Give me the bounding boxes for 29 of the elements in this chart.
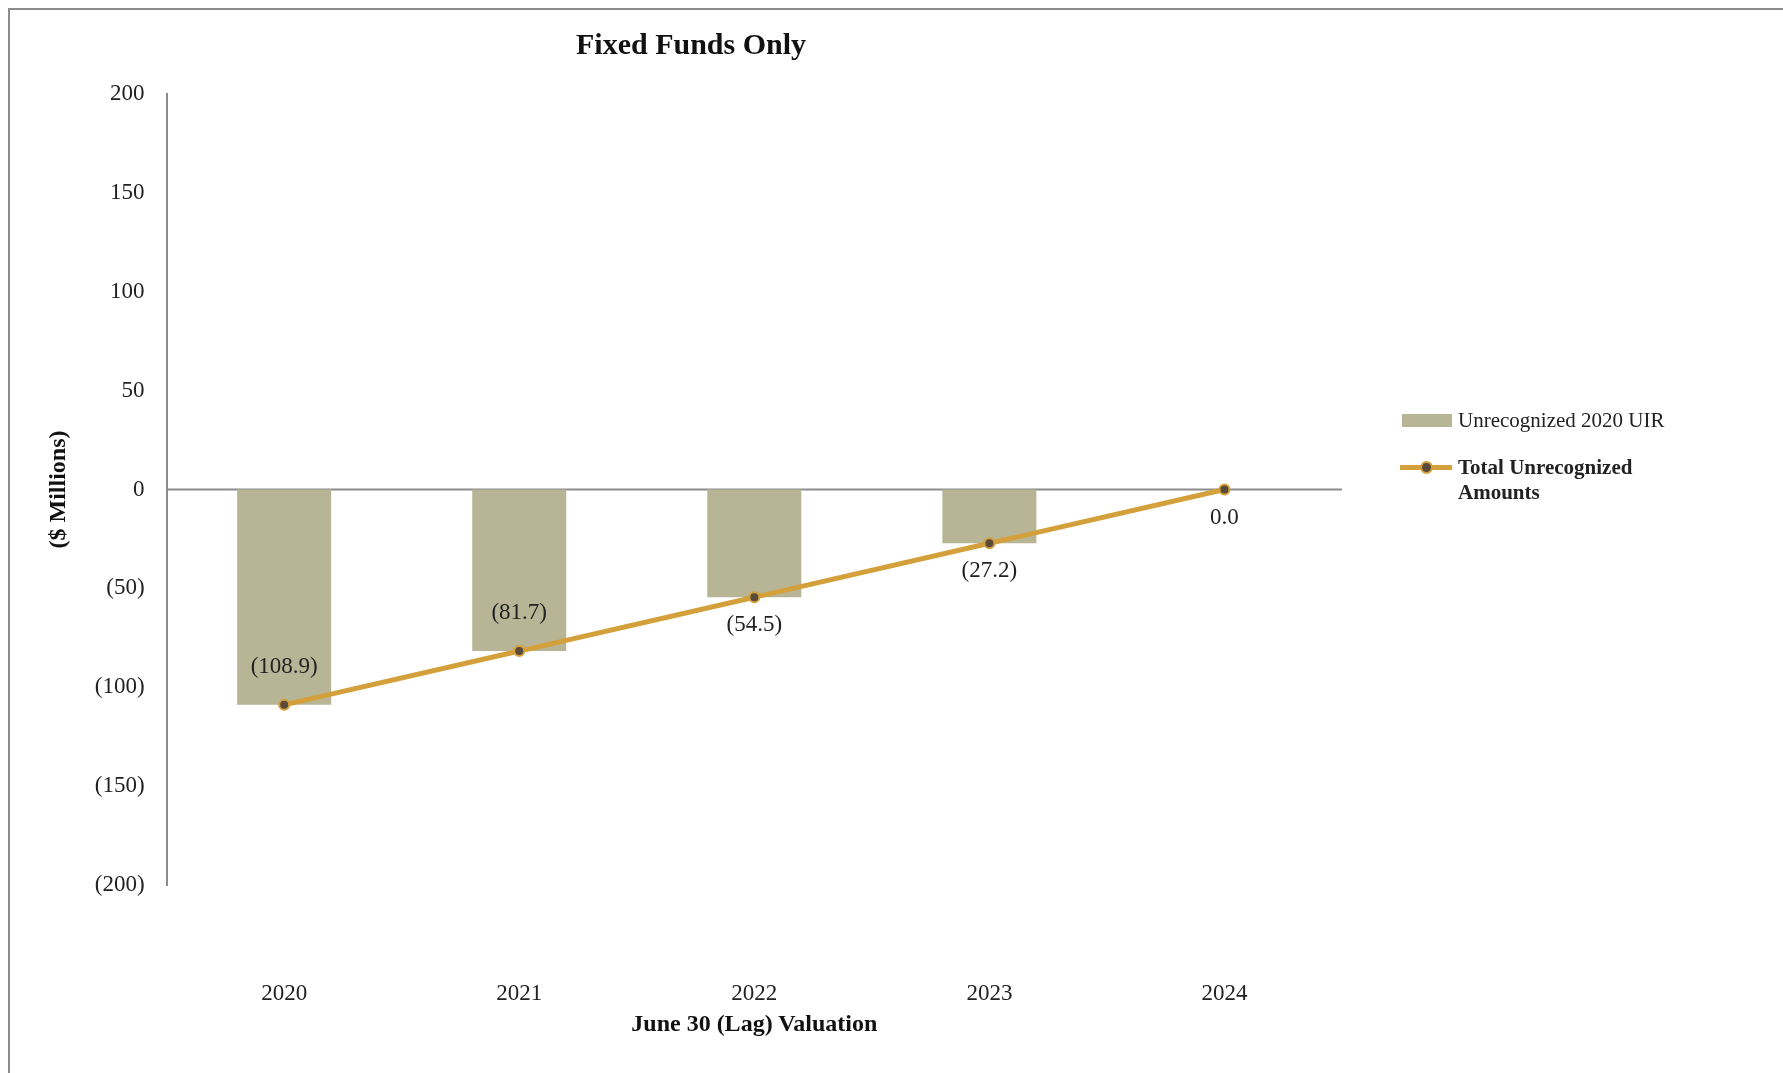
data-label: (54.5): [726, 611, 783, 637]
data-label: (81.7): [491, 599, 548, 625]
x-tick-label: 2024: [1201, 979, 1248, 1005]
x-tick-label: 2021: [496, 979, 543, 1005]
point: [983, 537, 996, 550]
point: [513, 645, 526, 658]
legend-label: Unrecognized 2020 UIR: [1458, 408, 1665, 433]
y-axis-title: ($ Millions): [43, 430, 70, 549]
y-tick-label: (100): [94, 673, 145, 699]
y-tick-label: 150: [110, 178, 145, 204]
data-label: 0.0: [1210, 503, 1239, 529]
y-tick-label: 50: [121, 376, 145, 402]
x-tick-label: 2023: [966, 979, 1013, 1005]
point: [278, 698, 291, 711]
point: [1218, 483, 1231, 496]
y-tick-label: (50): [106, 574, 145, 600]
y-tick-label: 200: [110, 80, 145, 106]
data-label: (27.2): [961, 557, 1018, 583]
x-tick-label: 2020: [261, 979, 308, 1005]
y-tick-label: 100: [110, 277, 145, 303]
chart-title: Fixed Funds Only: [575, 26, 807, 60]
x-axis-title: June 30 (Lag) Valuation: [631, 1009, 878, 1036]
x-tick-label: 2022: [731, 979, 778, 1005]
y-tick-label: (150): [94, 772, 145, 798]
point: [748, 591, 761, 604]
y-tick-label: (200): [94, 871, 145, 897]
legend-label: Total Unrecognized Amounts: [1458, 455, 1634, 505]
data-label: (108.9): [250, 652, 318, 678]
y-tick-label: 0: [133, 475, 145, 501]
